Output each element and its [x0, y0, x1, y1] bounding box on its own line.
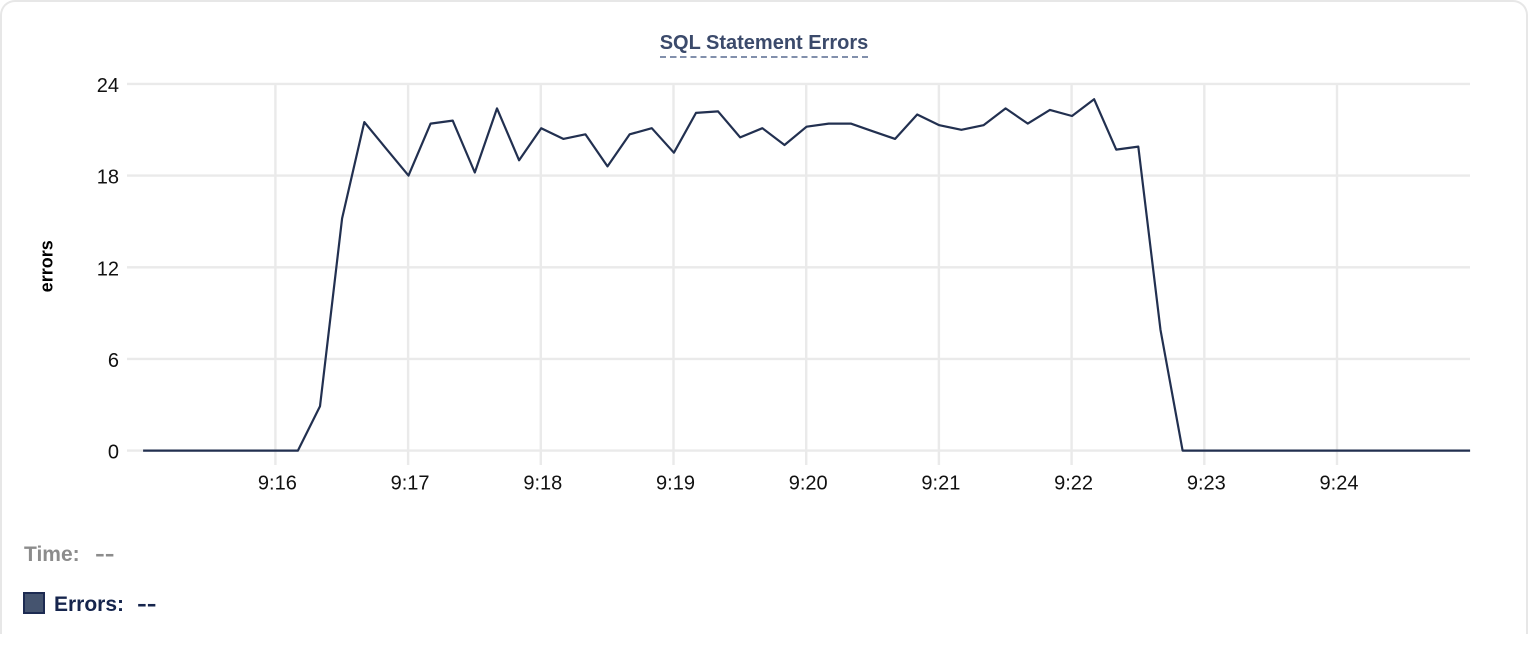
svg-text:9:23: 9:23	[1187, 473, 1226, 495]
svg-text:errors: errors	[37, 240, 57, 292]
svg-text:9:22: 9:22	[1054, 473, 1093, 495]
svg-text:6: 6	[108, 350, 119, 372]
svg-text:0: 0	[108, 442, 119, 464]
svg-text:9:21: 9:21	[921, 473, 960, 495]
svg-text:9:18: 9:18	[523, 473, 562, 495]
svg-text:12: 12	[97, 258, 119, 280]
svg-text:9:16: 9:16	[258, 473, 297, 495]
svg-text:9:19: 9:19	[656, 473, 695, 495]
svg-text:9:17: 9:17	[391, 473, 430, 495]
svg-text:18: 18	[97, 167, 119, 189]
svg-text:9:24: 9:24	[1320, 473, 1359, 495]
svg-text:24: 24	[97, 75, 119, 97]
svg-text:9:20: 9:20	[789, 473, 828, 495]
